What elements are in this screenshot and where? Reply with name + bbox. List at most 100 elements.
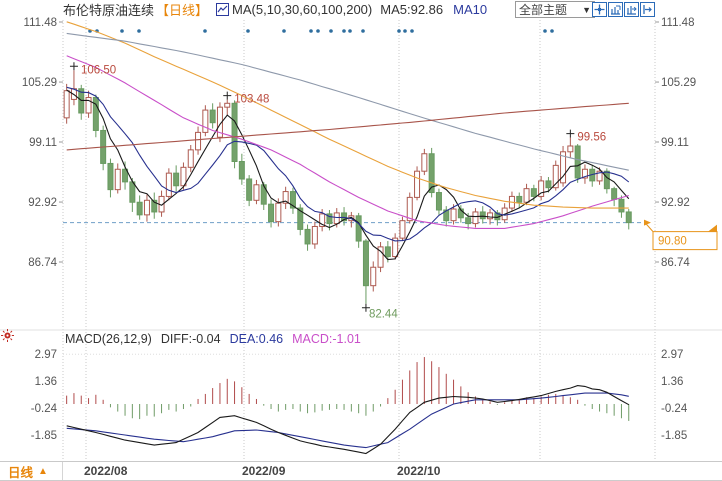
candle [202, 109, 209, 133]
candle [472, 211, 479, 225]
price-axis-label: 99.11 [661, 137, 689, 149]
event-dot [316, 29, 320, 33]
extreme-price-label: 99.56 [577, 132, 606, 144]
candle [421, 153, 428, 172]
price-axis-label: 111.48 [661, 17, 694, 29]
candle [625, 211, 632, 224]
period-tag: 【日线】 [156, 3, 209, 18]
candle [253, 184, 260, 201]
ma10-value-label: MA10 [453, 2, 488, 17]
macd-axis-label: 1.36 [35, 376, 57, 388]
crosshair-tool-icon[interactable] [592, 2, 607, 17]
candle [530, 188, 537, 197]
candle [92, 96, 99, 131]
candle [289, 191, 296, 209]
candle [545, 180, 552, 189]
candle [63, 90, 70, 119]
indicator-settings-icon[interactable] [1, 329, 14, 342]
macd-diff-label: DIFF:-0.04 [160, 332, 221, 346]
candle [435, 192, 442, 211]
candle [297, 207, 304, 230]
event-dot [550, 29, 554, 33]
event-dot [361, 29, 365, 33]
price-axis-label: 105.29 [661, 77, 696, 89]
candle [355, 215, 362, 242]
candle [304, 228, 311, 245]
event-dot [543, 29, 547, 33]
event-dot [397, 29, 401, 33]
theme-dropdown[interactable]: 全部主题 ▼ [515, 1, 595, 18]
extreme-price-label: 106.50 [81, 64, 116, 76]
instrument-title: 布伦特原油连续 [63, 3, 155, 18]
candle [187, 149, 194, 168]
candle [618, 198, 625, 213]
candle [151, 199, 158, 213]
candle [311, 225, 318, 245]
event-dot [282, 29, 286, 33]
event-dot [203, 29, 207, 33]
candle [341, 212, 348, 222]
price-axis-label: 92.92 [661, 197, 690, 209]
extreme-cross-marker [361, 303, 370, 312]
price-axis-label: 92.92 [28, 197, 57, 209]
macd-axis-label: 2.97 [661, 349, 683, 361]
event-dot [403, 29, 407, 33]
macd-axis-label: -0.24 [661, 403, 688, 415]
macd-dea-label: DEA:0.46 [229, 332, 284, 346]
candle [560, 151, 567, 184]
candle [392, 237, 399, 258]
candle [143, 199, 150, 216]
candle [596, 170, 603, 182]
extreme-cross-marker [223, 91, 232, 100]
candle [611, 188, 618, 200]
candle [173, 172, 180, 187]
candle [370, 266, 377, 287]
candle [574, 145, 581, 179]
grid-lines [0, 20, 722, 461]
candle [268, 203, 275, 223]
period-selector[interactable]: 日线 ▲ [0, 462, 63, 480]
candle [377, 246, 384, 268]
candle [523, 188, 530, 203]
candle [216, 106, 223, 138]
candle [603, 170, 610, 190]
svg-text:90.80: 90.80 [658, 236, 687, 248]
price-axis-label: 86.74 [661, 257, 690, 269]
candle [107, 162, 114, 191]
event-dot [348, 29, 352, 33]
ma-indicator-icon[interactable] [216, 3, 230, 16]
candle [567, 145, 574, 153]
candles-layer [63, 70, 632, 304]
candle [487, 212, 494, 220]
macd-value-label: MACD:-1.01 [292, 332, 361, 346]
price-axis-label: 86.74 [28, 257, 57, 269]
macd-layer [66, 357, 630, 455]
ma-params-label[interactable]: MA(5,10,30,60,100,200) [232, 2, 373, 17]
candle [326, 213, 333, 225]
candle [224, 102, 231, 108]
go-latest-icon[interactable] [640, 2, 655, 17]
extreme-price-label: 82.44 [369, 309, 398, 321]
ma-lines-layer [66, 21, 630, 261]
candle [384, 246, 391, 258]
event-dot [120, 29, 124, 33]
extreme-cross-marker [69, 62, 78, 71]
candle [165, 172, 172, 197]
candle [246, 178, 253, 201]
macd-formula-label[interactable]: MACD(26,12,9) [65, 332, 152, 346]
price-axis-labels: 111.48 111.48 105.29 105.29 99.11 99.11 92.92 9… [22, 17, 696, 442]
month-label: 2022/08 [84, 464, 128, 478]
candle [129, 181, 136, 203]
zoom-fit-icon[interactable] [608, 2, 623, 17]
macd-axis-label: 1.36 [661, 376, 683, 388]
event-dot [342, 29, 346, 33]
candle [209, 109, 216, 124]
candle [85, 96, 92, 114]
macd-axis-label: -1.85 [661, 430, 687, 442]
month-labels: 2022/08 2022/09 2022/10 [84, 464, 441, 478]
zoom-range-icon[interactable] [624, 2, 639, 17]
macd-axis-label: 2.97 [35, 349, 57, 361]
candle [319, 213, 326, 227]
